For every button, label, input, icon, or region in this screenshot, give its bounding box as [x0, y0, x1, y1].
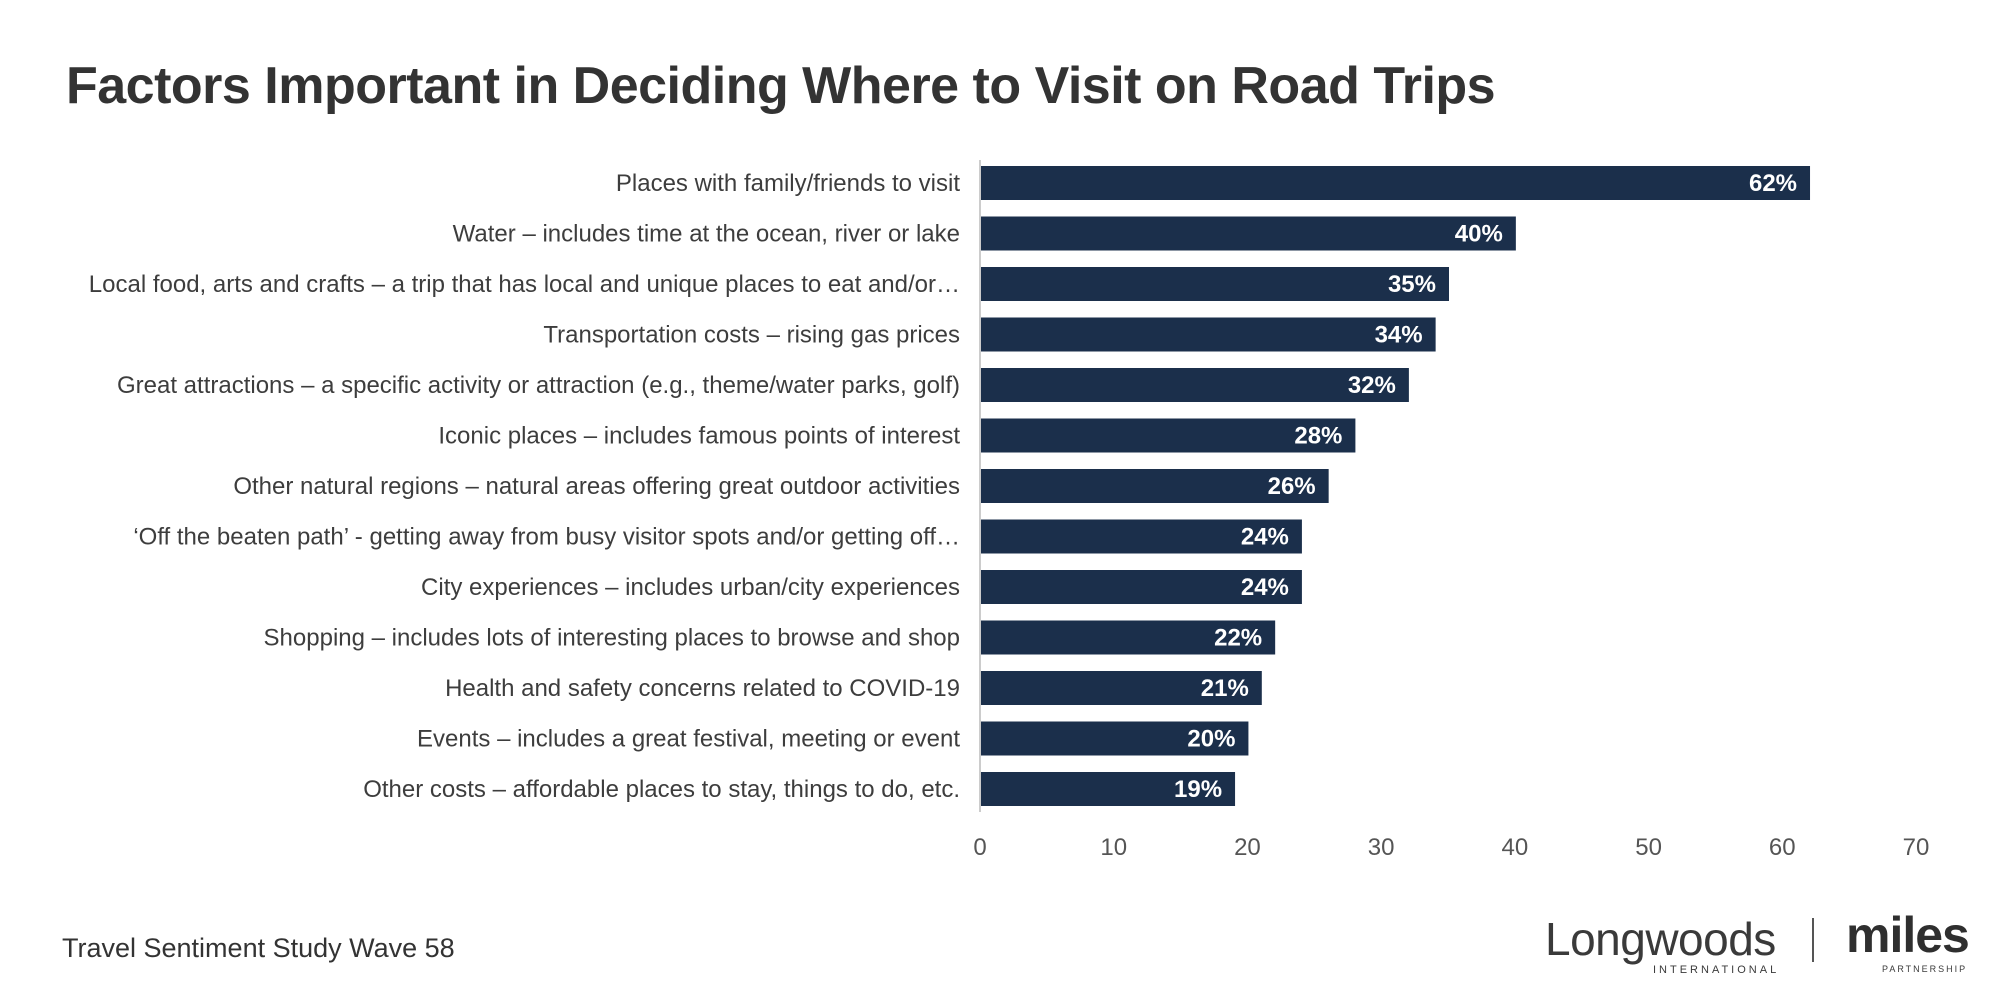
bar-value-label: 35% [1388, 271, 1436, 298]
bar-value-label: 40% [1455, 221, 1503, 248]
category-label: Places with family/friends to visit [616, 170, 960, 197]
x-tick-label: 40 [1502, 834, 1529, 861]
bar-value-label: 28% [1294, 423, 1342, 450]
category-label: Events – includes a great festival, meet… [417, 726, 960, 753]
category-label: Other natural regions – natural areas of… [233, 473, 960, 500]
bar [981, 469, 1329, 503]
miles-logo-wordmark: miles [1846, 907, 1970, 963]
category-label: Other costs – affordable places to stay,… [363, 776, 960, 803]
bar-value-label: 24% [1241, 574, 1289, 601]
bar [981, 216, 1516, 251]
category-label: Shopping – includes lots of interesting … [264, 625, 960, 652]
bar-value-label: 22% [1214, 625, 1262, 652]
bar-value-label: 26% [1268, 473, 1316, 500]
bar-value-label: 19% [1174, 776, 1222, 803]
miles-logo-subtitle: PARTNERSHIP [1882, 964, 1968, 974]
bar-chart: Places with family/friends to visit 62% Wa… [89, 160, 1929, 861]
longwoods-logo: Longwoods INTERNATIONAL [1545, 912, 1785, 980]
category-label: City experiences – includes urban/city e… [421, 574, 960, 601]
category-label: Health and safety concerns related to CO… [445, 675, 960, 702]
bar-value-label: 62% [1749, 170, 1797, 197]
bar [981, 166, 1811, 200]
bar [981, 772, 1236, 806]
bar [981, 418, 1356, 453]
bar-value-label: 34% [1375, 322, 1423, 349]
x-tick-label: 60 [1769, 834, 1796, 861]
bar [981, 620, 1276, 655]
x-tick-label: 70 [1903, 834, 1930, 861]
bar-value-label: 21% [1201, 675, 1249, 702]
longwoods-logo-wordmark: Longwoods [1545, 913, 1776, 965]
footer-source: Travel Sentiment Study Wave 58 [62, 933, 455, 963]
page-title: Factors Important in Deciding Where to V… [66, 57, 1496, 115]
bar [981, 570, 1302, 604]
bar [981, 368, 1409, 402]
bar [981, 671, 1262, 705]
x-tick-label: 10 [1100, 834, 1127, 861]
miles-logo: miles PARTNERSHIP [1846, 906, 1986, 976]
x-tick-label: 0 [973, 834, 986, 861]
bar [981, 267, 1449, 301]
bar-value-label: 20% [1187, 726, 1235, 753]
category-label: Great attractions – a specific activity … [117, 372, 960, 399]
logo-divider [1812, 918, 1814, 962]
x-tick-label: 50 [1635, 834, 1662, 861]
category-label: Water – includes time at the ocean, rive… [453, 221, 960, 248]
x-tick-label: 20 [1234, 834, 1261, 861]
x-tick-label: 30 [1368, 834, 1395, 861]
x-axis-ticks: 0 10 20 30 40 50 60 70 [973, 834, 1929, 861]
bar [981, 721, 1249, 756]
bar-value-label: 24% [1241, 524, 1289, 551]
category-label: Iconic places – includes famous points o… [438, 423, 960, 450]
category-label: Transportation costs – rising gas prices [543, 322, 960, 349]
bar [981, 519, 1302, 554]
category-label: Local food, arts and crafts – a trip tha… [89, 271, 960, 298]
bars-layer: Places with family/friends to visit 62% Wa… [89, 166, 1811, 806]
bar-value-label: 32% [1348, 372, 1396, 399]
longwoods-logo-subtitle: INTERNATIONAL [1653, 964, 1780, 976]
bar [981, 317, 1436, 352]
category-label: ‘Off the beaten path’ - getting away fro… [133, 524, 960, 551]
